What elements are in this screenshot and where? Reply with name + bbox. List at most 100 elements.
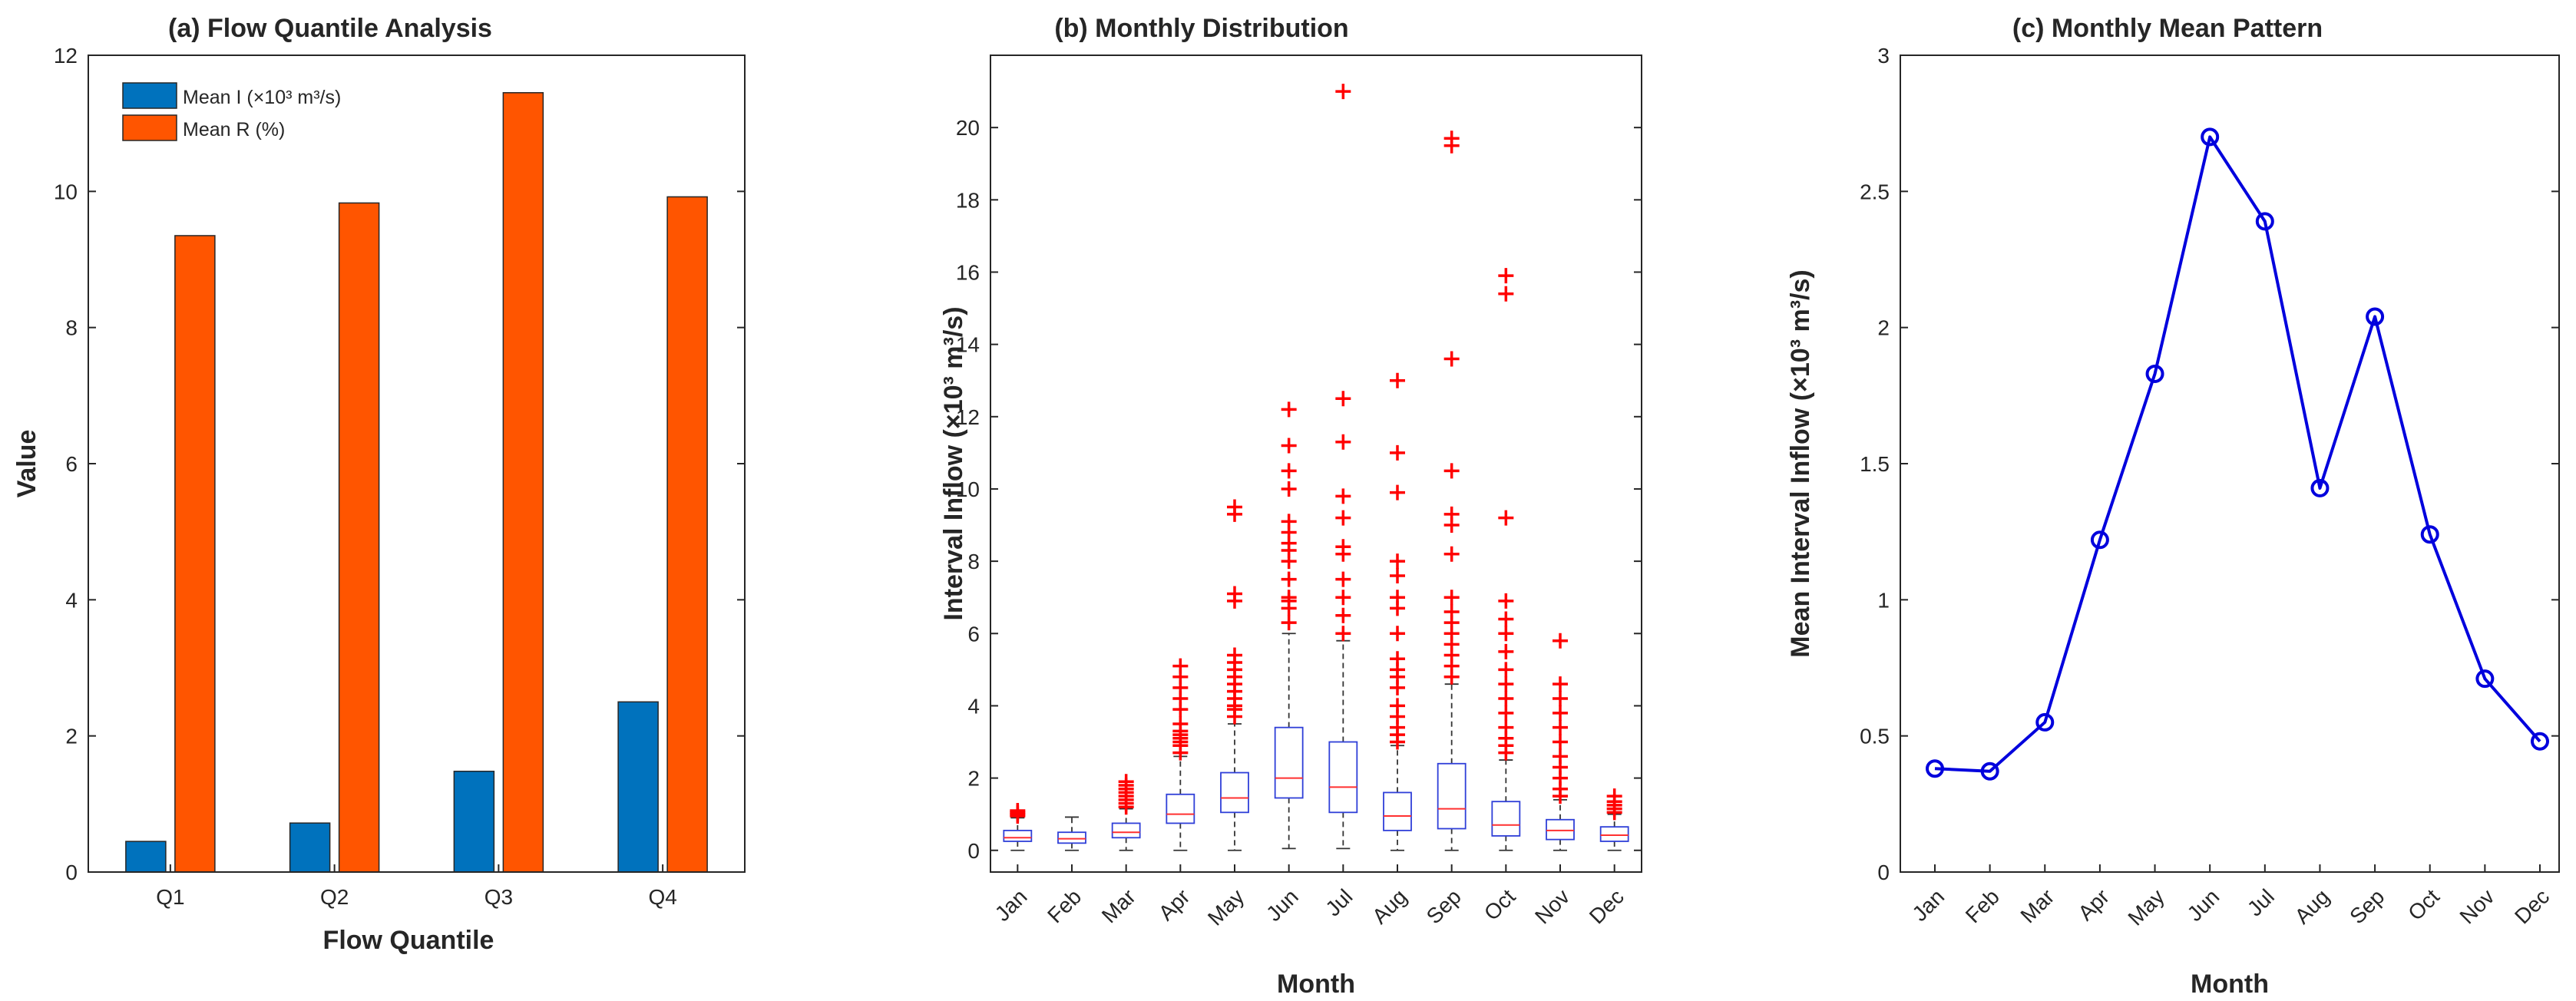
x-tick-label-jul: Jul [1321, 884, 1357, 920]
outlier-jul [1335, 539, 1351, 555]
box-apr [1166, 793, 1195, 824]
x-tick-label-nov: Nov [1530, 884, 1574, 928]
outlier-jul [1335, 391, 1351, 407]
bar-q3-series-1 [502, 92, 544, 873]
panel-c-x-ticks: Jan Feb Mar Apr May Jun Jul Aug Sep Oct Nov Dec [1907, 864, 2554, 930]
x-tick-label-nov: Nov [2455, 884, 2498, 928]
outlier-oct [1498, 662, 1514, 678]
outlier-nov [1553, 633, 1568, 649]
panel-b-y-ticks: 0 2 4 6 8 10 12 14 16 18 20 [956, 116, 1642, 863]
x-tick-label-oct: Oct [1480, 884, 1520, 925]
outlier-sep [1443, 546, 1460, 562]
outlier-oct [1498, 705, 1514, 721]
point-apr [2090, 530, 2109, 550]
legend-label-mean-r: Mean R (%) [183, 119, 285, 140]
panel-c-y-ticks: 0 0.5 1 1.5 2 2.5 3 [1860, 44, 2559, 884]
x-tick-label-jan: Jan [1907, 884, 1949, 926]
y-tick-label: 20 [956, 116, 980, 140]
x-tick-label-mar: Mar [1097, 884, 1140, 927]
outlier-jul [1335, 590, 1351, 606]
outlier-jul [1335, 510, 1351, 526]
x-tick-label-jul: Jul [2243, 884, 2279, 920]
outlier-apr [1172, 658, 1189, 674]
outlier-dec [1606, 788, 1622, 804]
x-tick-label-aug: Aug [2290, 884, 2334, 928]
box-nov [1546, 818, 1575, 841]
outlier-aug [1390, 372, 1405, 388]
outlier-nov [1553, 748, 1568, 765]
outlier-jun [1281, 615, 1297, 631]
outlier-jul [1335, 488, 1351, 504]
y-tick-label: 4 [967, 694, 980, 718]
x-tick-label-q3: Q3 [484, 885, 513, 909]
outlier-aug [1390, 651, 1405, 667]
y-tick-label: 12 [54, 44, 78, 68]
point-oct [2420, 525, 2439, 544]
box-feb [1057, 831, 1086, 844]
x-tick-label-q4: Q4 [648, 885, 676, 909]
x-tick-label-jun: Jun [1262, 884, 1303, 926]
outlier-aug [1390, 567, 1405, 583]
panel-a-x-ticks: Q1 Q2 Q3 Q4 [156, 864, 677, 909]
y-tick-label: 12 [956, 405, 980, 429]
outlier-aug [1390, 698, 1405, 714]
outlier-nov [1553, 691, 1568, 707]
outlier-jun [1281, 401, 1297, 418]
bar-q1-series-0 [125, 841, 167, 873]
box-mar [1111, 822, 1141, 839]
point-jun [2201, 127, 2220, 147]
x-tick-label-feb: Feb [1961, 884, 2004, 927]
outlier-nov [1553, 734, 1568, 750]
panel-a-title: (a) Flow Quantile Analysis [168, 14, 492, 43]
panel-b-y-axis-label: Interval Inflow (×10³ m³/s) [939, 306, 968, 620]
x-tick-label-q1: Q1 [156, 885, 184, 909]
outlier-jul [1335, 607, 1351, 623]
bar-q4-series-0 [617, 701, 659, 873]
x-tick-label-apr: Apr [1154, 884, 1195, 925]
box-sep [1437, 762, 1467, 830]
outlier-sep [1443, 463, 1460, 479]
x-tick-label-sep: Sep [1422, 884, 1466, 928]
x-tick-label-may: May [2123, 884, 2168, 930]
y-tick-label: 0 [65, 861, 78, 884]
outlier-oct [1498, 691, 1514, 707]
panel-c-monthly-mean-line: (c) Monthly Mean Pattern 0 0.5 1 1.5 2 2.5 3 J… [1786, 14, 2560, 999]
outlier-oct [1498, 643, 1514, 659]
panel-a-legend: Mean I (×10³ m³/s) Mean R (%) [122, 82, 341, 141]
y-tick-label: 2.5 [1860, 180, 1890, 203]
x-tick-label-may: May [1203, 884, 1248, 930]
outlier-jul [1335, 571, 1351, 587]
box-oct [1491, 801, 1521, 837]
x-tick-label-mar: Mar [2015, 884, 2058, 927]
y-tick-label: 0.5 [1860, 725, 1890, 748]
x-tick-label-aug: Aug [1367, 884, 1411, 928]
legend-swatch-mean-i [122, 82, 177, 109]
panel-a-y-axis-label: Value [12, 430, 41, 498]
x-tick-label-apr: Apr [2073, 884, 2114, 925]
y-tick-label: 3 [1877, 44, 1890, 68]
outlier-may [1227, 586, 1242, 602]
outlier-may [1227, 499, 1242, 515]
outlier-aug [1390, 444, 1405, 461]
outlier-nov [1553, 719, 1568, 735]
box-jan [1003, 829, 1033, 842]
panel-a-bars [125, 92, 708, 873]
outlier-sep [1443, 590, 1460, 606]
panel-b-title: (b) Monthly Distribution [1054, 14, 1348, 43]
outlier-nov [1553, 676, 1568, 692]
bar-q2-series-0 [289, 822, 331, 873]
outlier-oct [1498, 593, 1514, 609]
outlier-jul [1335, 84, 1351, 100]
outlier-oct [1498, 510, 1514, 526]
y-tick-label: 6 [967, 622, 980, 646]
outlier-jun [1281, 463, 1297, 479]
outlier-jun [1281, 590, 1297, 606]
outlier-oct [1498, 719, 1514, 735]
outlier-aug [1390, 590, 1405, 606]
outlier-jul [1335, 434, 1351, 450]
point-dec [2531, 732, 2549, 751]
box-aug [1383, 791, 1412, 831]
outlier-jan [1010, 802, 1026, 818]
outlier-oct [1498, 626, 1514, 642]
outlier-oct [1498, 286, 1514, 302]
